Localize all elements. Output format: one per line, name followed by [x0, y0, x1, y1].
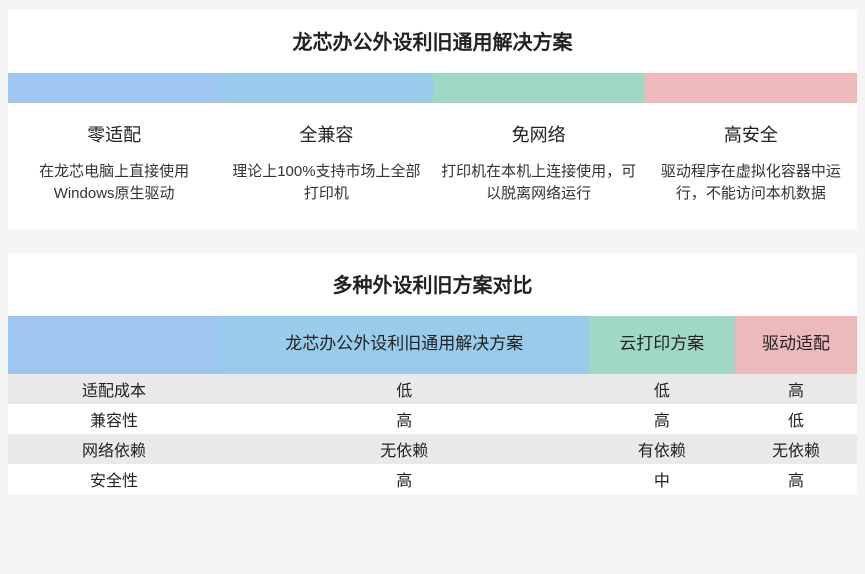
feature-stripe [645, 73, 857, 103]
feature-col: 全兼容 理论上100%支持市场上全部打印机 [220, 73, 432, 229]
comparison-header-cell: 驱动适配 [735, 316, 857, 374]
feature-head: 高安全 [645, 103, 857, 161]
row-label: 安全性 [8, 464, 220, 494]
comparison-block: 多种外设利旧方案对比 龙芯办公外设利旧通用解决方案 云打印方案 驱动适配 适配成… [8, 253, 857, 494]
feature-col: 零适配 在龙芯电脑上直接使用Windows原生驱动 [8, 73, 220, 229]
features-title: 龙芯办公外设利旧通用解决方案 [8, 10, 857, 73]
table-cell: 低 [735, 404, 857, 434]
comparison-table: 龙芯办公外设利旧通用解决方案 云打印方案 驱动适配 适配成本 低 低 高 兼容性… [8, 316, 857, 494]
row-label: 网络依赖 [8, 434, 220, 464]
table-cell: 有依赖 [589, 434, 736, 464]
table-cell: 无依赖 [220, 434, 589, 464]
table-cell: 高 [589, 404, 736, 434]
comparison-header-cell: 云打印方案 [589, 316, 736, 374]
feature-desc: 理论上100%支持市场上全部打印机 [220, 161, 432, 229]
comparison-header-row: 龙芯办公外设利旧通用解决方案 云打印方案 驱动适配 [8, 316, 857, 374]
features-block: 龙芯办公外设利旧通用解决方案 零适配 在龙芯电脑上直接使用Windows原生驱动… [8, 10, 857, 229]
feature-stripe [433, 73, 645, 103]
feature-head: 全兼容 [220, 103, 432, 161]
comparison-title: 多种外设利旧方案对比 [8, 253, 857, 316]
table-cell: 无依赖 [735, 434, 857, 464]
feature-stripe [220, 73, 432, 103]
table-row: 安全性 高 中 高 [8, 464, 857, 494]
table-cell: 低 [589, 374, 736, 404]
table-cell: 低 [220, 374, 589, 404]
table-cell: 高 [735, 464, 857, 494]
feature-head: 免网络 [433, 103, 645, 161]
feature-stripe [8, 73, 220, 103]
feature-head: 零适配 [8, 103, 220, 161]
row-label: 兼容性 [8, 404, 220, 434]
feature-desc: 驱动程序在虚拟化容器中运行，不能访问本机数据 [645, 161, 857, 229]
feature-desc: 在龙芯电脑上直接使用Windows原生驱动 [8, 161, 220, 229]
row-label: 适配成本 [8, 374, 220, 404]
feature-desc: 打印机在本机上连接使用，可以脱离网络运行 [433, 161, 645, 229]
table-cell: 高 [220, 464, 589, 494]
comparison-header-blank [8, 316, 220, 374]
comparison-header-cell: 龙芯办公外设利旧通用解决方案 [220, 316, 589, 374]
table-cell: 中 [589, 464, 736, 494]
table-cell: 高 [220, 404, 589, 434]
table-row: 适配成本 低 低 高 [8, 374, 857, 404]
features-grid: 零适配 在龙芯电脑上直接使用Windows原生驱动 全兼容 理论上100%支持市… [8, 73, 857, 229]
table-cell: 高 [735, 374, 857, 404]
feature-col: 免网络 打印机在本机上连接使用，可以脱离网络运行 [433, 73, 645, 229]
feature-col: 高安全 驱动程序在虚拟化容器中运行，不能访问本机数据 [645, 73, 857, 229]
table-row: 网络依赖 无依赖 有依赖 无依赖 [8, 434, 857, 464]
table-row: 兼容性 高 高 低 [8, 404, 857, 434]
